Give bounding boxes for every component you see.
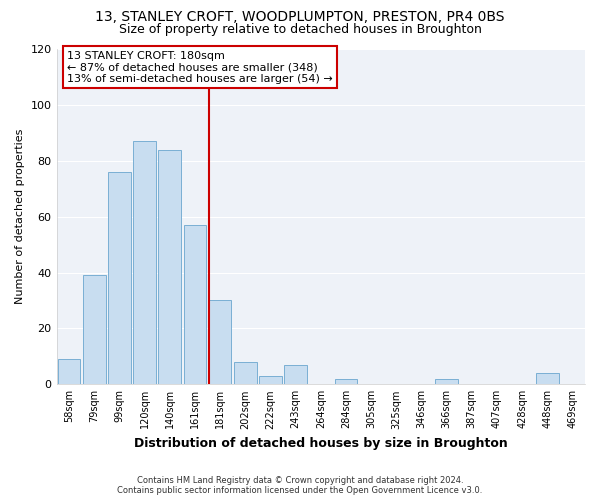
Text: 13, STANLEY CROFT, WOODPLUMPTON, PRESTON, PR4 0BS: 13, STANLEY CROFT, WOODPLUMPTON, PRESTON… (95, 10, 505, 24)
Bar (58, 359, 80, 384)
Text: Contains HM Land Registry data © Crown copyright and database right 2024.
Contai: Contains HM Land Registry data © Crown c… (118, 476, 482, 495)
Y-axis label: Number of detached properties: Number of detached properties (15, 129, 25, 304)
Bar (108, 172, 131, 384)
Bar (184, 225, 206, 384)
Bar (259, 376, 282, 384)
X-axis label: Distribution of detached houses by size in Broughton: Distribution of detached houses by size … (134, 437, 508, 450)
Text: Size of property relative to detached houses in Broughton: Size of property relative to detached ho… (119, 22, 481, 36)
Text: 13 STANLEY CROFT: 180sqm
← 87% of detached houses are smaller (348)
13% of semi-: 13 STANLEY CROFT: 180sqm ← 87% of detach… (67, 50, 333, 84)
Bar (234, 362, 257, 384)
Bar (284, 364, 307, 384)
Bar (209, 300, 232, 384)
Bar (158, 150, 181, 384)
Bar (335, 378, 357, 384)
Bar (83, 276, 106, 384)
Bar (435, 378, 458, 384)
Bar (133, 141, 156, 384)
Bar (536, 373, 559, 384)
